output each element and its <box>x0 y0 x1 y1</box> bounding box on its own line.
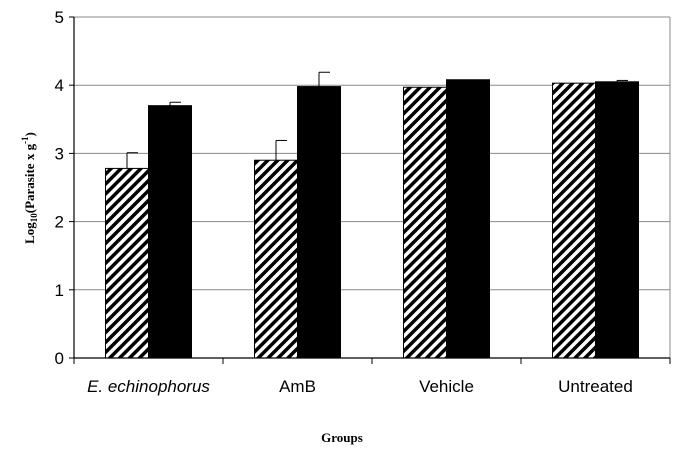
bar-hatched <box>552 82 596 359</box>
bar-solid <box>297 86 341 359</box>
bar-solid <box>148 105 192 359</box>
y-axis-title: Log10(Parasite x g-1) <box>20 132 39 244</box>
bar-solid <box>595 81 639 359</box>
category-label: Vehicle <box>419 377 474 396</box>
y-tick-labels: 0 1 2 3 4 5 <box>55 8 64 368</box>
y-axis-title-middle: (Parasite x g <box>22 143 37 213</box>
bars <box>105 79 639 359</box>
y-tick-label: 4 <box>55 76 64 95</box>
y-tick-label: 2 <box>55 213 64 232</box>
axes <box>69 16 671 364</box>
y-tick-label: 0 <box>55 349 64 368</box>
x-axis-title: Groups <box>321 430 363 445</box>
bar-hatched <box>403 86 447 359</box>
category-label: AmB <box>279 377 316 396</box>
y-axis-title-main: Log <box>22 222 37 244</box>
bar-hatched <box>105 167 149 359</box>
y-axis-title-end: ) <box>22 132 37 136</box>
y-tick-label: 1 <box>55 281 64 300</box>
category-label: E. echinophorus <box>87 377 210 396</box>
category-labels: E. echinophorus AmB Vehicle Untreated <box>87 377 633 396</box>
y-tick-label: 3 <box>55 144 64 163</box>
error-bars <box>126 71 628 169</box>
bar-hatched <box>254 159 298 359</box>
y-tick-label: 5 <box>55 8 64 27</box>
y-axis-title-subscript: 10 <box>29 213 39 223</box>
bar-solid <box>446 79 490 359</box>
category-label: Untreated <box>558 377 633 396</box>
y-axis-title-superscript: -1 <box>20 136 30 144</box>
